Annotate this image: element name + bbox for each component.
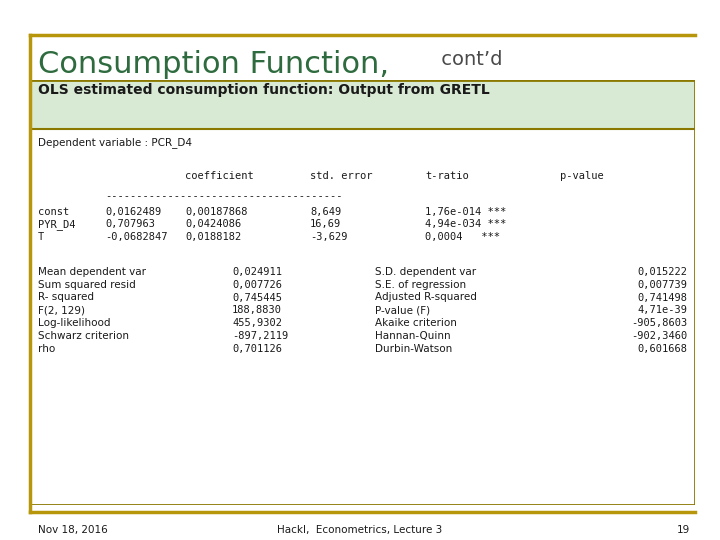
Text: rho: rho [38, 344, 55, 354]
Text: F(2, 129): F(2, 129) [38, 305, 85, 315]
Text: coefficient: coefficient [185, 171, 253, 181]
Text: -0,0682847: -0,0682847 [105, 232, 168, 242]
Text: S.D. dependent var: S.D. dependent var [375, 267, 476, 277]
Text: std. error: std. error [310, 171, 372, 181]
Text: 0,007726: 0,007726 [232, 280, 282, 289]
Text: 188,8830: 188,8830 [232, 305, 282, 315]
Text: R- squared: R- squared [38, 293, 94, 302]
Text: 0,007739: 0,007739 [637, 280, 687, 289]
Text: OLS estimated consumption function: Output from GRETL: OLS estimated consumption function: Outp… [38, 83, 490, 97]
Text: Consumption Function,: Consumption Function, [38, 50, 389, 79]
Text: 0,745445: 0,745445 [232, 293, 282, 302]
Text: PYR_D4: PYR_D4 [38, 219, 76, 230]
Text: 4,71e-39: 4,71e-39 [637, 305, 687, 315]
Text: Dependent variable : PCR_D4: Dependent variable : PCR_D4 [38, 137, 192, 148]
Text: Mean dependent var: Mean dependent var [38, 267, 146, 277]
Text: Sum squared resid: Sum squared resid [38, 280, 136, 289]
Text: T: T [38, 232, 44, 242]
Text: 0,00187868: 0,00187868 [185, 206, 248, 217]
Text: Akaike criterion: Akaike criterion [375, 318, 457, 328]
Text: 8,649: 8,649 [310, 206, 341, 217]
Text: p-value: p-value [560, 171, 604, 181]
Text: -897,2119: -897,2119 [232, 331, 288, 341]
Text: t-ratio: t-ratio [425, 171, 469, 181]
Text: Hackl,  Econometrics, Lecture 3: Hackl, Econometrics, Lecture 3 [277, 525, 443, 535]
Text: 0,024911: 0,024911 [232, 267, 282, 277]
Text: const: const [38, 206, 69, 217]
Text: 4,94e-034 ***: 4,94e-034 *** [425, 219, 506, 230]
Text: 0,015222: 0,015222 [637, 267, 687, 277]
Text: 0,0162489: 0,0162489 [105, 206, 161, 217]
Text: Adjusted R-squared: Adjusted R-squared [375, 293, 477, 302]
Text: 16,69: 16,69 [310, 219, 341, 230]
Text: 19: 19 [677, 525, 690, 535]
Text: 0,707963: 0,707963 [105, 219, 155, 230]
Text: 1,76e-014 ***: 1,76e-014 *** [425, 206, 506, 217]
Text: 0,741498: 0,741498 [637, 293, 687, 302]
Text: 0,0188182: 0,0188182 [185, 232, 241, 242]
Bar [30, 80, 695, 130]
Text: Durbin-Watson: Durbin-Watson [375, 344, 452, 354]
Text: Nov 18, 2016: Nov 18, 2016 [38, 525, 108, 535]
Text: Hannan-Quinn: Hannan-Quinn [375, 331, 451, 341]
Text: -905,8603: -905,8603 [631, 318, 687, 328]
Text: S.E. of regression: S.E. of regression [375, 280, 466, 289]
Text: Schwarz criterion: Schwarz criterion [38, 331, 129, 341]
Text: 0,701126: 0,701126 [232, 344, 282, 354]
Text: 0,0004   ***: 0,0004 *** [425, 232, 500, 242]
Text: -902,3460: -902,3460 [631, 331, 687, 341]
Text: --------------------------------------: -------------------------------------- [105, 191, 343, 201]
Text: P-value (F): P-value (F) [375, 305, 430, 315]
Text: Log-likelihood: Log-likelihood [38, 318, 110, 328]
Text: 0,601668: 0,601668 [637, 344, 687, 354]
Text: cont’d: cont’d [435, 50, 503, 69]
Text: -3,629: -3,629 [310, 232, 348, 242]
Text: 0,0424086: 0,0424086 [185, 219, 241, 230]
Text: 455,9302: 455,9302 [232, 318, 282, 328]
